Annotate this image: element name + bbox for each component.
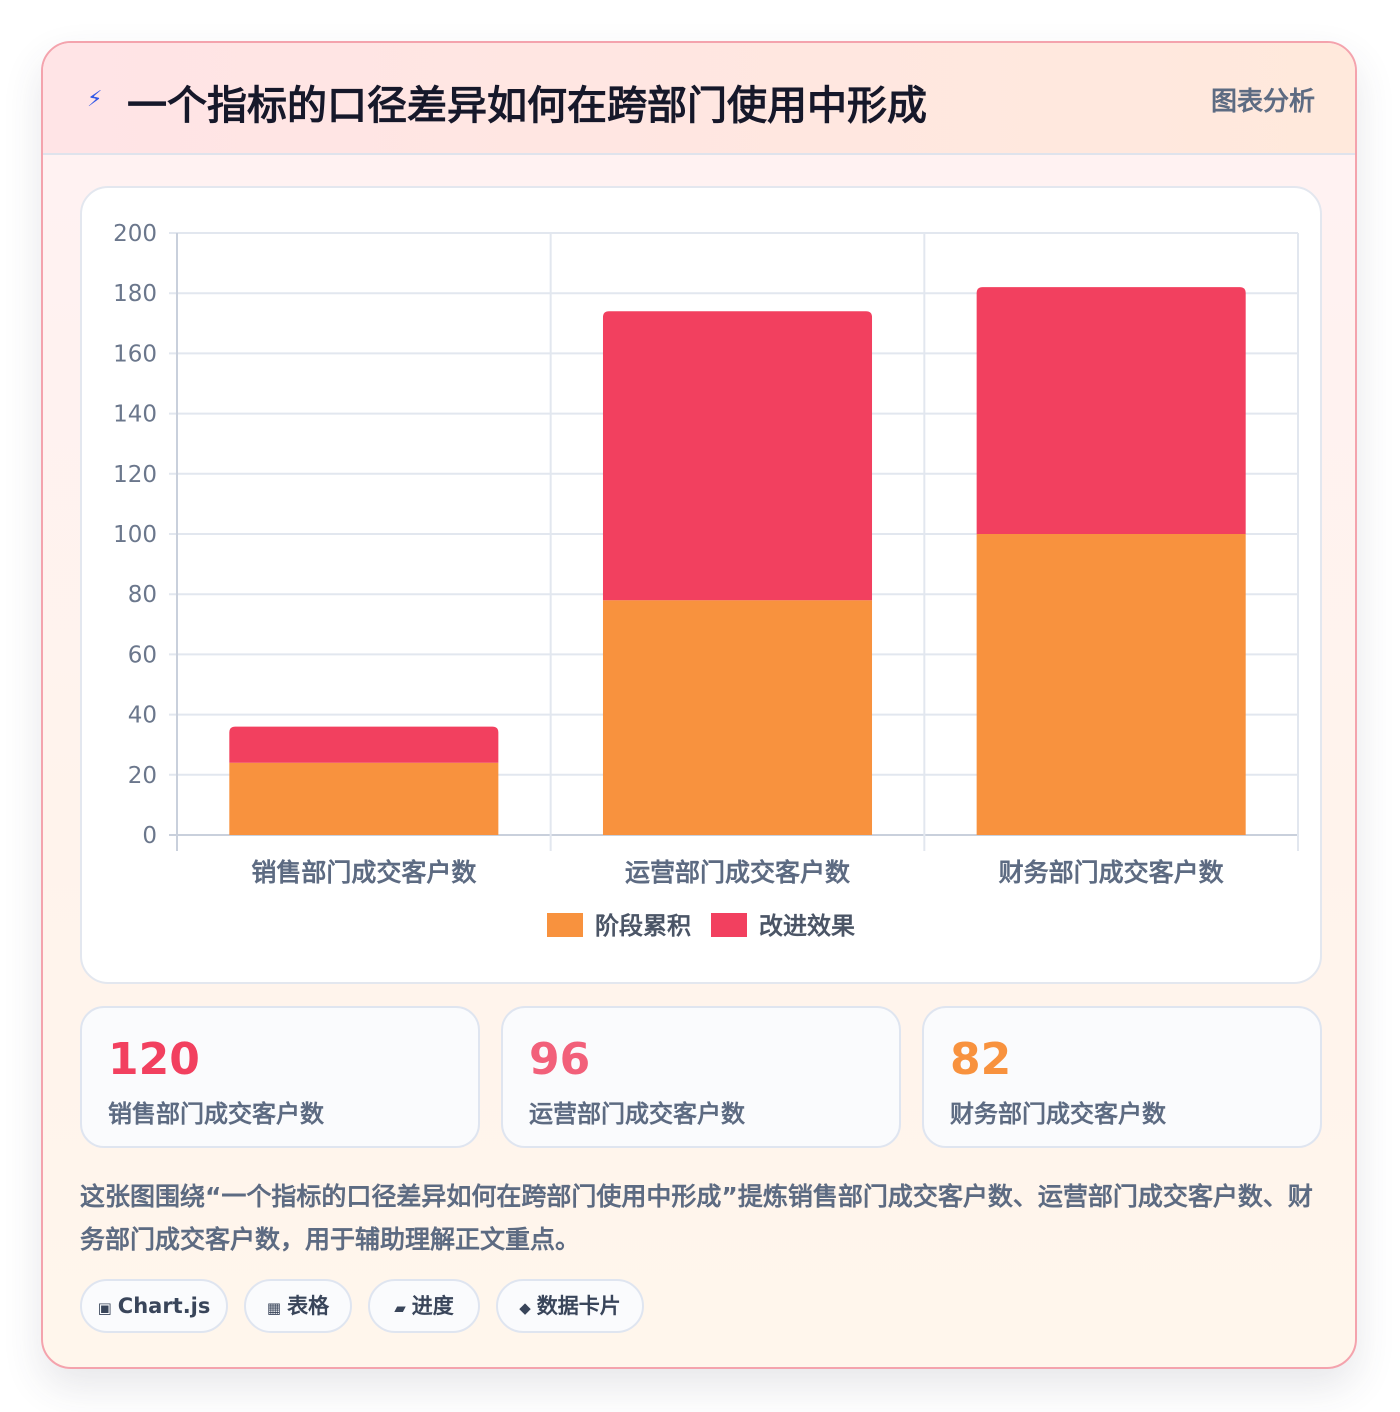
stat-label: 财务部门成交客户数 (950, 1100, 1166, 1128)
bar-segment (602, 600, 873, 835)
stacked-bar-chart: 0 20 40 60 80 100 120 140 160 180 200 销售部门成交客户数 运营部门… (113, 221, 1299, 940)
chart-card: ⚡ 一个指标的口径差异如何在跨部门使用中形成 图表分析 0 20 40 60 80 100… (41, 41, 1357, 1369)
chip-label: 表格 (287, 1294, 330, 1318)
lightning-icon: ⚡ (87, 87, 103, 112)
x-tick-label: 财务部门成交客户数 (999, 858, 1225, 887)
chart-icon: ▣ (97, 1299, 112, 1317)
y-tick-label: 80 (128, 582, 157, 608)
stat-value: 82 (950, 1034, 1012, 1085)
bar-segment (976, 287, 1246, 534)
x-tick-label: 运营部门成交客户数 (625, 858, 851, 887)
y-tick-label: 120 (113, 462, 157, 488)
bar-segment (229, 762, 499, 835)
diamond-icon: ◆ (519, 1299, 531, 1317)
y-tick-label: 60 (128, 642, 157, 668)
y-tick-label: 160 (113, 341, 157, 367)
chart-analysis-badge: 图表分析 (1210, 87, 1315, 117)
bar-segment (229, 726, 499, 763)
stat-card-sales: 120 销售部门成交客户数 (80, 1006, 480, 1148)
chip-progress[interactable]: ▰ 进度 (368, 1279, 480, 1333)
chip-label: Chart.js (117, 1294, 211, 1318)
x-tick-label: 销售部门成交客户数 (251, 858, 477, 887)
legend-swatch (711, 913, 747, 937)
legend-label: 阶段累积 (595, 912, 691, 940)
chip-data-card[interactable]: ◆ 数据卡片 (496, 1279, 644, 1333)
stat-label: 销售部门成交客户数 (108, 1100, 324, 1128)
bar-segment (976, 534, 1246, 835)
chip-label: 进度 (411, 1294, 454, 1318)
y-tick-label: 200 (113, 221, 157, 247)
stat-card-operations: 96 运营部门成交客户数 (501, 1006, 901, 1148)
stat-value: 96 (529, 1034, 591, 1085)
chip-chartjs[interactable]: ▣ Chart.js (80, 1279, 228, 1333)
y-tick-label: 0 (142, 823, 157, 849)
stat-card-finance: 82 财务部门成交客户数 (922, 1006, 1322, 1148)
chart-panel: 0 20 40 60 80 100 120 140 160 180 200 销售部门成交客户数 运营部门… (80, 186, 1322, 984)
legend-label: 改进效果 (759, 912, 855, 940)
chip-label: 数据卡片 (536, 1294, 621, 1318)
y-tick-label: 40 (128, 703, 157, 729)
stat-value: 120 (108, 1034, 200, 1085)
progress-icon: ▰ (394, 1299, 406, 1317)
chart-description: 这张图围绕“一个指标的口径差异如何在跨部门使用中形成”提炼销售部门成交客户数、运… (80, 1182, 1313, 1254)
page-title: 一个指标的口径差异如何在跨部门使用中形成 (127, 83, 927, 129)
card-header: ⚡ 一个指标的口径差异如何在跨部门使用中形成 图表分析 (43, 43, 1355, 155)
chip-table[interactable]: ▦ 表格 (244, 1279, 352, 1333)
legend-swatch (547, 913, 583, 937)
stat-label: 运营部门成交客户数 (529, 1100, 745, 1128)
y-tick-label: 180 (113, 281, 157, 307)
table-icon: ▦ (266, 1299, 282, 1317)
y-tick-label: 100 (113, 522, 157, 548)
y-tick-label: 140 (113, 402, 157, 428)
bar-segment (602, 311, 873, 601)
y-tick-label: 20 (128, 763, 157, 789)
